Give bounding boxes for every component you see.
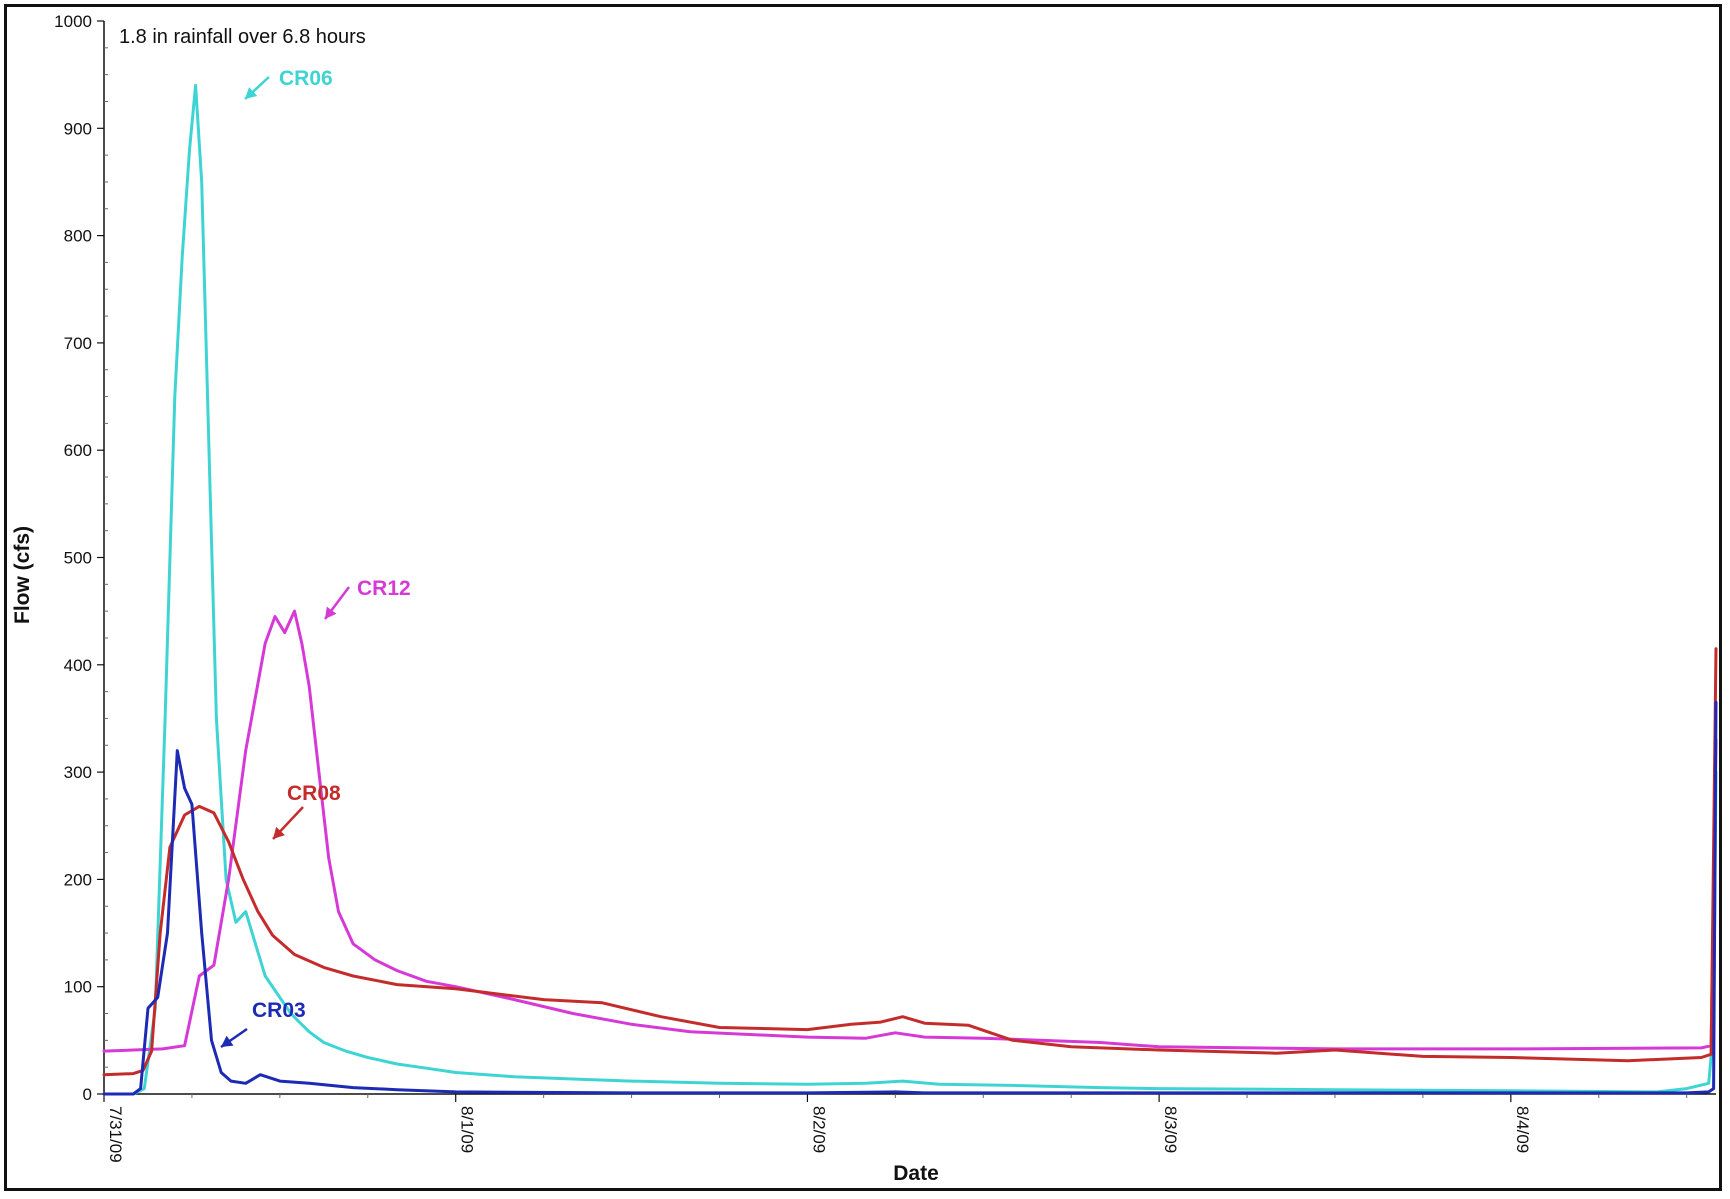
series-label-cr06: CR06 — [279, 67, 333, 90]
chart-frame: 0 100 200 300 400 500 600 700 800 900 1000 7/31/09 8… — [4, 4, 1722, 1191]
y-tick-label: 400 — [64, 656, 92, 675]
y-tick-label: 900 — [64, 119, 92, 138]
series-label-cr12: CR12 — [357, 577, 411, 600]
y-tick-label: 100 — [64, 978, 92, 997]
y-tick-label: 500 — [64, 549, 92, 568]
axes: 0 100 200 300 400 500 600 700 800 900 1000 7/31/09 8… — [54, 12, 1716, 1163]
series-label-cr03: CR03 — [252, 999, 306, 1022]
series-line-cr03 — [102, 700, 1718, 1096]
arrowhead-cr03 — [221, 1035, 234, 1047]
series-line-cr12 — [102, 609, 1718, 1053]
series-line-cr06 — [102, 83, 1718, 1096]
y-axis-title: Flow (cfs) — [11, 526, 34, 624]
arrowhead-cr12 — [325, 606, 337, 619]
labels-layer: CR06 CR12 CR08 CR03 — [220, 67, 411, 1049]
flow-chart: 0 100 200 300 400 500 600 700 800 900 1000 7/31/09 8… — [11, 12, 1718, 1185]
arrowhead-cr08 — [273, 826, 285, 839]
y-tick-label: 1000 — [54, 12, 92, 31]
y-tick-label: 0 — [83, 1085, 92, 1104]
arrowhead-cr06 — [245, 87, 258, 99]
x-tick-label: 7/31/09 — [106, 1106, 125, 1163]
y-tick-label: 800 — [64, 227, 92, 246]
x-tick-label: 8/3/09 — [1161, 1106, 1180, 1153]
series-label-cr08: CR08 — [287, 782, 341, 805]
y-tick-label: 700 — [64, 334, 92, 353]
y-tick-label: 600 — [64, 441, 92, 460]
x-axis-title: Date — [893, 1162, 939, 1185]
series-layer — [102, 83, 1718, 1096]
y-tick-label: 200 — [64, 870, 92, 889]
series-line-cr08 — [102, 647, 1718, 1077]
y-tick-label: 300 — [64, 763, 92, 782]
x-tick-label: 8/2/09 — [809, 1106, 828, 1153]
x-tick-label: 8/4/09 — [1513, 1106, 1532, 1153]
x-tick-label: 8/1/09 — [458, 1106, 477, 1153]
rainfall-annotation: 1.8 in rainfall over 6.8 hours — [119, 26, 366, 48]
